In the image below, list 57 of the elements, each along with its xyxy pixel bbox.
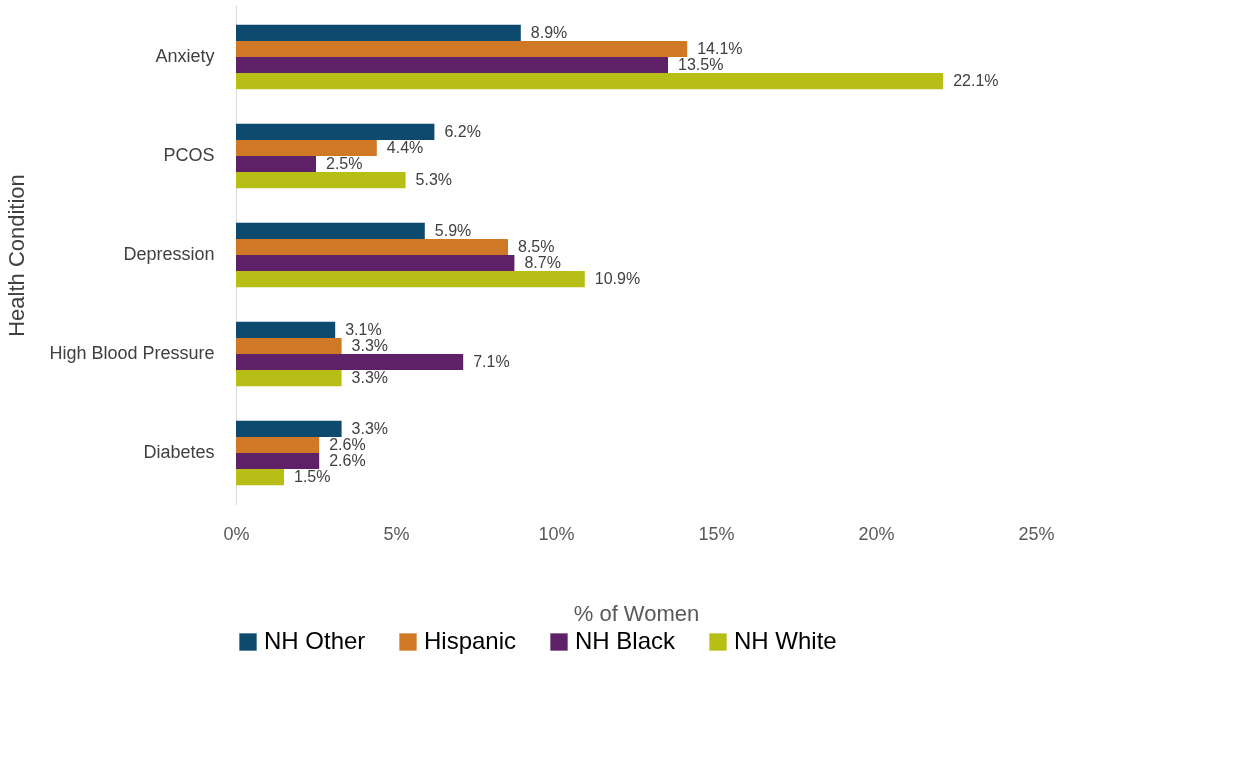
data-label: 14.1% xyxy=(697,39,743,57)
data-label: 13.5% xyxy=(678,56,724,74)
x-tick-label: 25% xyxy=(1018,523,1055,544)
x-axis-title: % of Women xyxy=(573,600,700,626)
y-tick-label: Diabetes xyxy=(143,442,215,463)
data-label: 10.9% xyxy=(594,270,641,288)
bar xyxy=(236,370,342,387)
legend-label: NH Other xyxy=(264,627,366,654)
y-tick-label: Anxiety xyxy=(155,45,215,66)
legend-label: NH Black xyxy=(575,627,677,654)
data-label: 3.3% xyxy=(351,336,389,354)
bar xyxy=(236,222,425,239)
bar xyxy=(236,56,668,74)
bar xyxy=(236,172,406,189)
x-tick-label: 0% xyxy=(223,523,250,544)
data-label: 3.3% xyxy=(351,369,389,387)
data-label: 22.1% xyxy=(953,72,999,90)
data-label: 5.9% xyxy=(434,221,472,239)
data-label: 7.1% xyxy=(473,353,510,371)
data-label: 2.6% xyxy=(329,435,366,453)
y-tick-label: PCOS xyxy=(163,144,215,165)
bar xyxy=(236,255,515,272)
data-label: 2.6% xyxy=(329,452,366,470)
bar xyxy=(236,40,688,57)
data-label: 6.2% xyxy=(444,122,481,140)
legend-label: Hispanic xyxy=(424,627,517,654)
data-label: 3.1% xyxy=(345,320,382,338)
bar xyxy=(236,436,320,454)
bar xyxy=(236,354,464,371)
legend-label: NH White xyxy=(734,627,837,654)
bar xyxy=(236,420,342,437)
data-label: 3.3% xyxy=(351,419,389,437)
bar xyxy=(236,453,320,470)
data-label: 1.5% xyxy=(294,468,331,486)
x-tick-label: 20% xyxy=(858,523,895,544)
y-tick-label: Depression xyxy=(123,244,215,264)
x-tick-label: 15% xyxy=(698,523,735,544)
bar xyxy=(236,469,284,486)
data-label: 4.4% xyxy=(386,138,424,156)
x-tick-label: 10% xyxy=(538,523,575,544)
data-label: 8.5% xyxy=(518,237,555,255)
bar xyxy=(236,73,944,90)
bar xyxy=(236,123,435,140)
data-label: 5.3% xyxy=(415,171,453,189)
data-label: 8.9% xyxy=(530,23,568,41)
bar xyxy=(236,238,508,255)
data-label: 2.5% xyxy=(326,155,363,173)
bar xyxy=(236,155,316,173)
bar xyxy=(236,139,377,156)
x-tick-label: 5% xyxy=(383,523,410,544)
bar xyxy=(236,337,342,355)
bar xyxy=(236,271,585,288)
y-axis-title: Health Condition xyxy=(4,174,30,337)
y-tick-label: High Blood Pressure xyxy=(49,343,215,364)
data-label: 8.7% xyxy=(524,254,561,272)
bar xyxy=(236,24,521,41)
bar xyxy=(236,321,336,338)
